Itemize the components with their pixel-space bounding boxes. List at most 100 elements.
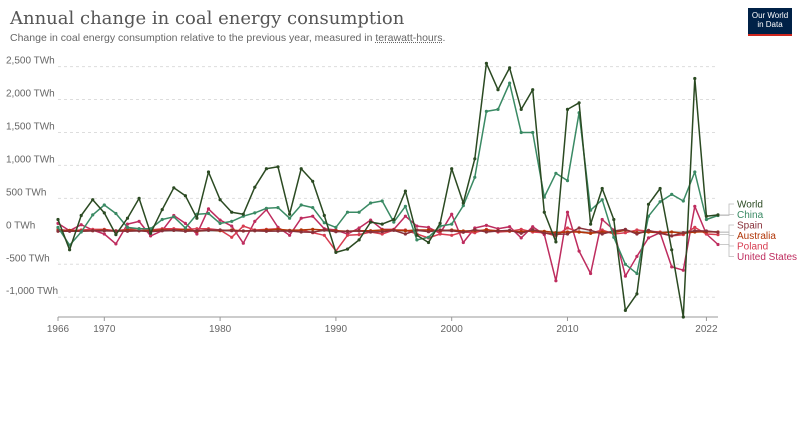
data-point [79,223,83,227]
data-point [461,204,465,208]
data-point [693,170,697,174]
data-point [241,212,245,216]
data-point [426,225,431,229]
data-point [693,204,697,208]
legend-label[interactable]: United States [737,252,797,263]
data-point [311,227,315,231]
data-point [554,279,558,283]
data-point [681,315,685,319]
data-point [623,262,628,266]
data-point [380,222,384,226]
data-point [102,211,106,215]
series-line [58,227,719,237]
data-point [693,76,697,81]
legend-connector [720,234,734,247]
data-point [91,198,95,202]
data-point [380,199,384,203]
data-point [461,230,465,234]
data-point [496,229,500,233]
legend-label[interactable]: Spain [737,221,763,232]
data-point [125,216,130,220]
data-point [589,271,593,276]
data-point [276,165,280,169]
data-point [461,201,465,205]
data-point [623,308,628,312]
data-point [450,222,454,226]
series-line [57,82,719,275]
data-point [531,228,535,232]
data-point [577,230,581,234]
x-tick-label: 1966 [47,324,70,335]
data-point [484,230,488,234]
data-point [403,232,407,236]
legend-label[interactable]: China [737,210,764,221]
data-point [253,185,257,189]
data-point [68,248,72,252]
logo-accent-bar [748,34,792,36]
data-point [91,229,95,233]
data-point [345,247,350,251]
data-point [206,170,211,174]
data-point [334,250,338,254]
data-point [623,274,628,278]
data-point [299,203,303,207]
data-point [704,229,709,233]
data-point [264,206,268,210]
legend-label[interactable]: World [737,200,763,211]
x-tick-label: 2010 [556,324,579,335]
data-point [253,229,257,233]
data-point [600,232,604,236]
data-point [230,219,234,223]
data-point [438,228,442,232]
data-point [681,231,685,235]
data-point [403,204,407,208]
data-point [230,235,234,239]
data-point [322,233,326,237]
x-tick-label: 1970 [93,324,116,335]
data-point [125,225,130,229]
data-point [195,229,199,233]
data-point [496,88,500,92]
data-point [484,223,488,227]
data-point [241,241,245,245]
y-tick-label: 2,000 TWh [6,89,55,100]
x-tick-label: 1980 [209,324,232,335]
legend-label[interactable]: Australia [737,231,776,242]
series-world[interactable] [56,61,720,319]
data-point [461,240,465,245]
y-tick-label: 500 TWh [6,187,46,198]
y-tick-label: 2,500 TWh [6,56,55,67]
data-point [218,218,222,222]
data-point [403,229,407,233]
subtitle-end: . [442,32,446,44]
series-spain[interactable] [56,226,720,238]
data-point [253,219,257,223]
series-china[interactable] [56,81,720,276]
data-point [334,230,338,234]
data-point [195,216,199,220]
data-point [322,213,326,218]
data-point [403,189,407,193]
data-point [716,242,720,247]
data-point [519,231,523,235]
owid-logo[interactable]: Our World in Data [748,8,792,36]
data-point [56,225,60,229]
data-point [218,228,222,232]
x-tick-label: 2000 [441,324,464,335]
data-point [658,231,662,235]
data-point [299,167,303,171]
data-point [68,229,72,233]
data-point [589,222,593,226]
data-point [519,236,523,240]
data-point [623,231,628,235]
data-point [380,232,384,236]
legend-label[interactable]: Poland [737,242,768,253]
data-point [531,130,535,135]
terawatt-hours-link[interactable]: terawatt-hours [375,32,443,44]
data-point [426,230,431,234]
y-tick-label: 1,500 TWh [6,121,55,132]
legend-connector [720,231,734,236]
x-tick-label: 2022 [695,324,718,335]
chart-subtitle: Change in coal energy consumption relati… [10,32,445,44]
